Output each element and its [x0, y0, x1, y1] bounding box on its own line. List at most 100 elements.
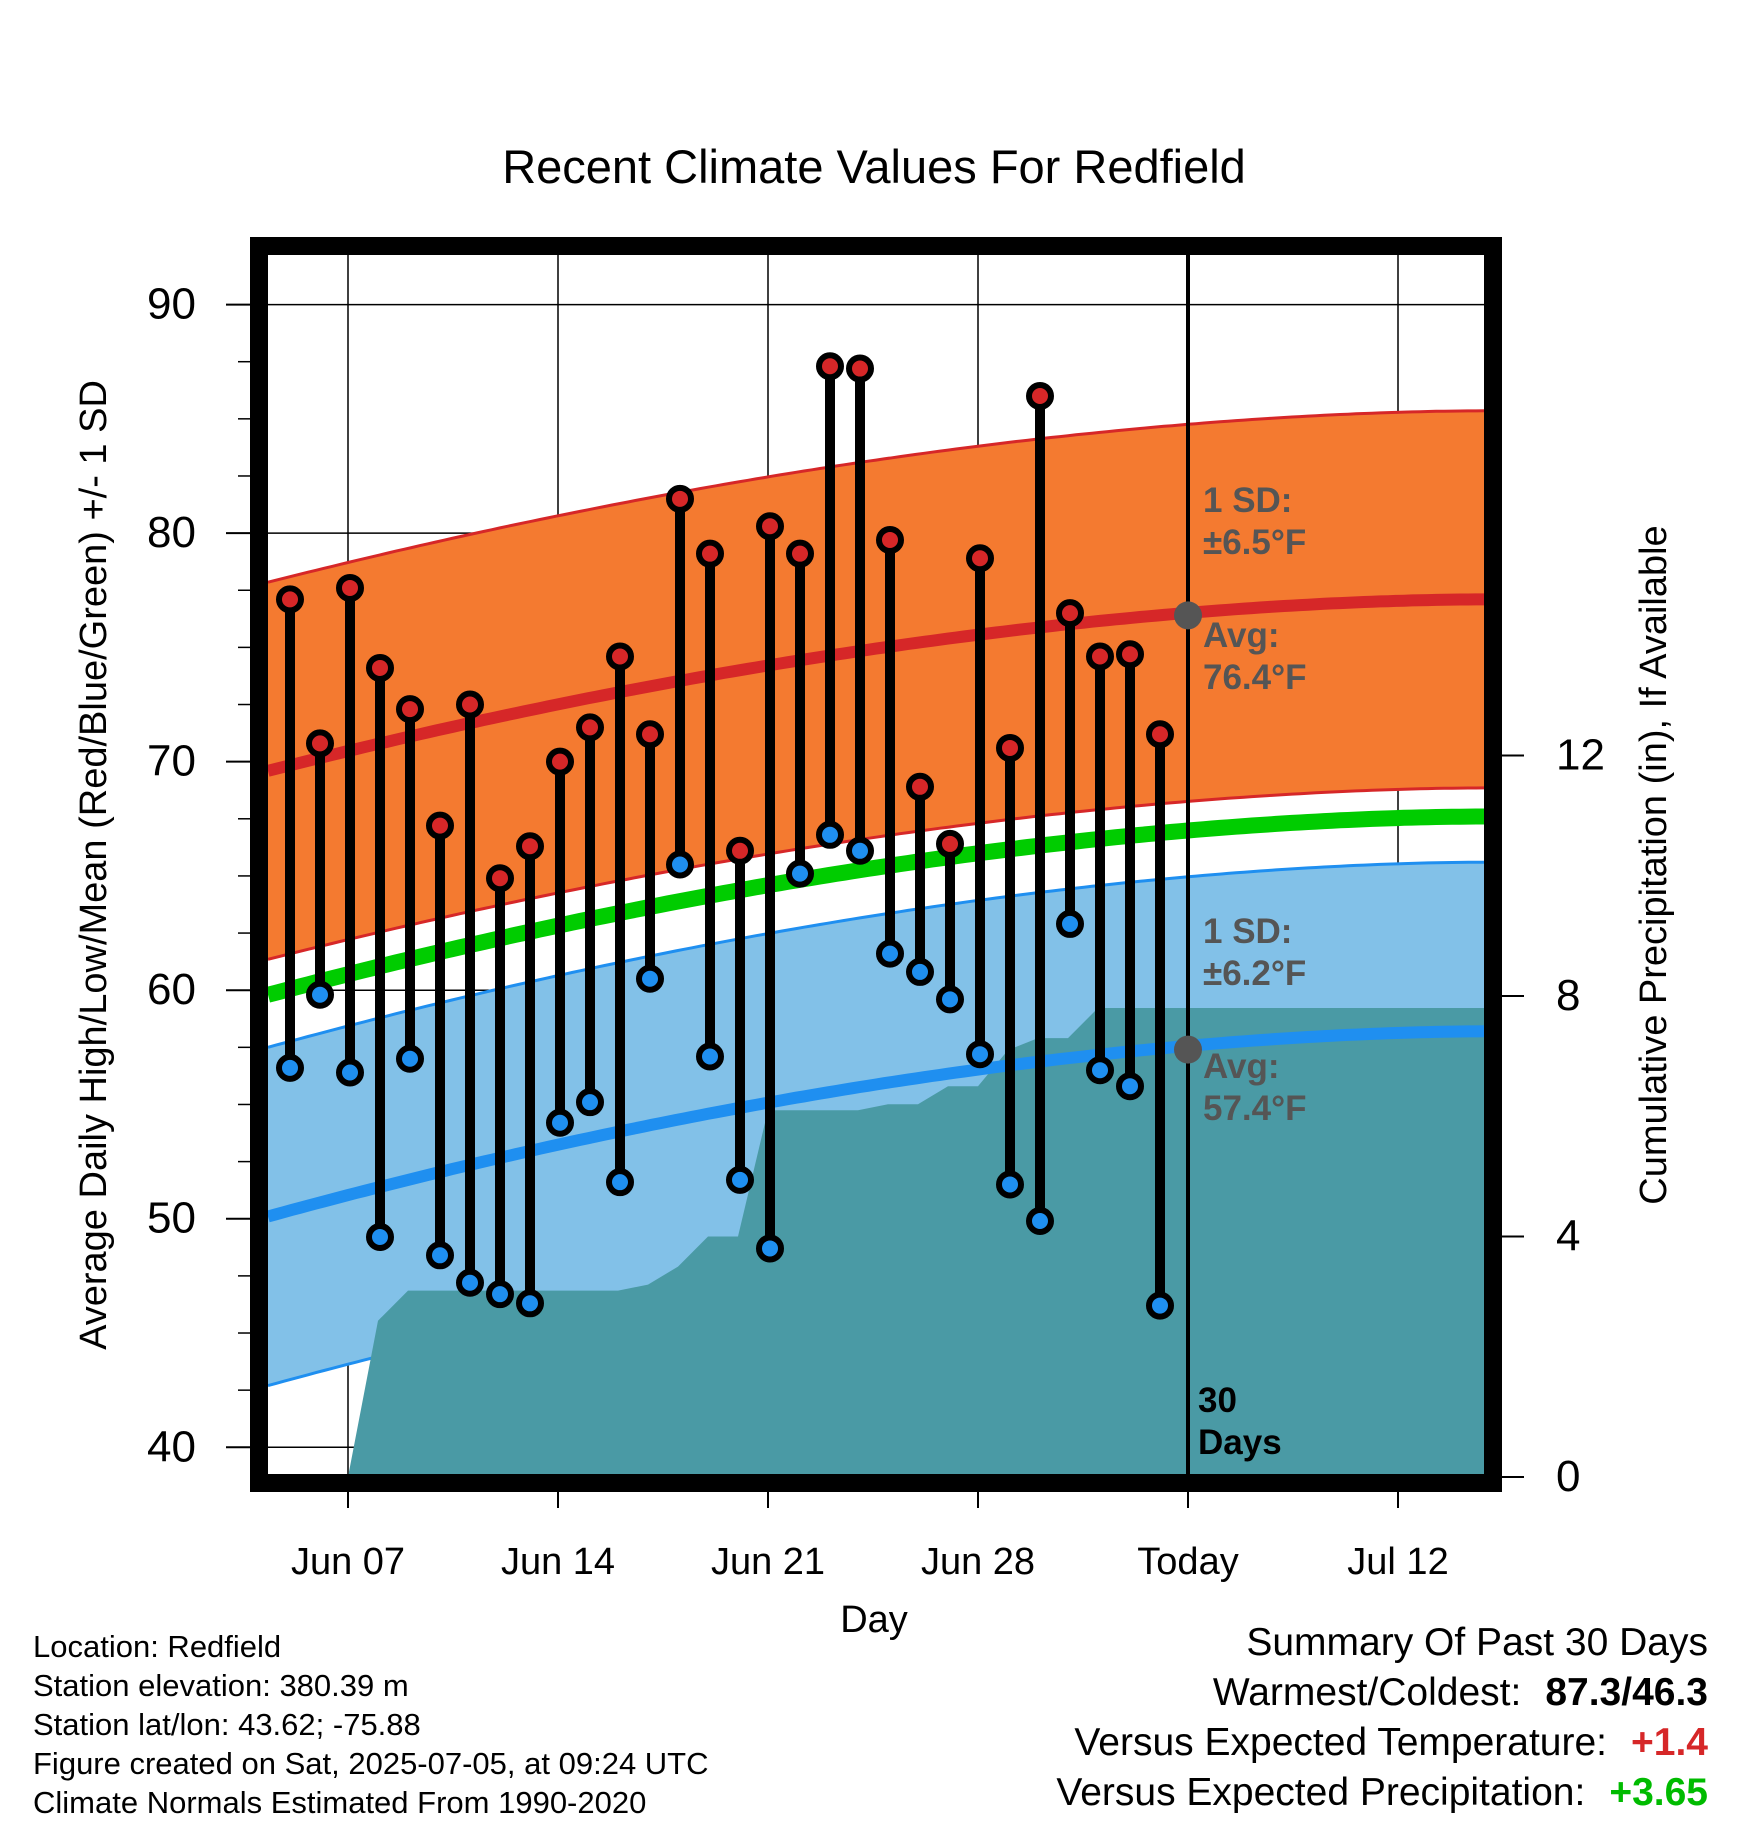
- low-sd-label-line: 1 SD:: [1203, 912, 1292, 951]
- low-point: [1056, 909, 1084, 938]
- low-point: [1146, 1291, 1174, 1320]
- low-point: [666, 850, 694, 879]
- high-point: [1056, 599, 1084, 628]
- low-avg-dot: [1174, 1035, 1202, 1064]
- low-point: [996, 1170, 1024, 1199]
- period-label-line: Days: [1198, 1423, 1282, 1462]
- high-sd-label: 1 SD: ±6.5°F: [1203, 481, 1306, 562]
- low-point: [546, 1108, 574, 1137]
- y-axis-label-left: Average Daily High/Low/Mean (Red/Blue/Gr…: [73, 380, 115, 1350]
- low-point: [846, 836, 874, 865]
- low-point: [876, 939, 904, 968]
- high-point: [966, 544, 994, 573]
- plot-frame: [250, 237, 1502, 1492]
- low-point: [336, 1058, 364, 1087]
- temp-value: +1.4: [1631, 1721, 1708, 1764]
- high-point: [666, 484, 694, 513]
- elevation-text: Station elevation: 380.39 m: [33, 1668, 409, 1703]
- low-point: [756, 1234, 784, 1263]
- high-sd-label-line: 1 SD:: [1203, 481, 1292, 520]
- high-avg-label-line: 76.4°F: [1203, 658, 1307, 697]
- low-point: [366, 1223, 394, 1252]
- high-point: [426, 811, 454, 840]
- high-point: [1026, 381, 1054, 410]
- low-point: [936, 985, 964, 1014]
- high-point: [606, 642, 634, 671]
- y-axis-label-right: Cumulative Precipitation (in), If Availa…: [1633, 525, 1675, 1204]
- summary-panel: Summary Of Past 30 Days Warmest/Coldest:…: [1056, 1618, 1708, 1818]
- low-point: [906, 957, 934, 986]
- low-point: [516, 1289, 544, 1318]
- x-tick-label: Jun 28: [921, 1541, 1035, 1583]
- period-label: 30 Days: [1198, 1381, 1282, 1462]
- precip-area: [265, 1008, 1484, 1477]
- low-point: [456, 1268, 484, 1297]
- low-avg-label-line: Avg:: [1203, 1047, 1279, 1086]
- y-tick-label: 50: [147, 1194, 196, 1243]
- x-tick-label: Jul 12: [1347, 1541, 1448, 1583]
- high-sd-label-line: ±6.5°F: [1203, 523, 1306, 562]
- high-point: [816, 352, 844, 381]
- y-right-tick-label: 4: [1556, 1212, 1580, 1261]
- normals-text: Climate Normals Estimated From 1990-2020: [33, 1785, 647, 1820]
- high-point: [726, 836, 754, 865]
- summary-precip: Versus Expected Precipitation: +3.65: [1056, 1768, 1708, 1818]
- low-point: [306, 980, 334, 1009]
- high-point: [1116, 640, 1144, 669]
- high-point: [996, 733, 1024, 762]
- high-sd-band: [268, 410, 1484, 960]
- low-point: [816, 820, 844, 849]
- summary-title: Summary Of Past 30 Days: [1246, 1621, 1708, 1664]
- chart-title: Recent Climate Values For Redfield: [502, 140, 1246, 193]
- low-point: [576, 1088, 604, 1117]
- y-right-tick-label: 8: [1556, 971, 1580, 1020]
- high-point: [516, 832, 544, 861]
- high-point: [336, 573, 364, 602]
- high-point: [756, 512, 784, 541]
- high-avg-label: Avg: 76.4°F: [1203, 616, 1307, 697]
- precip-label: Versus Expected Precipitation:: [1056, 1771, 1586, 1814]
- low-point: [486, 1280, 514, 1309]
- high-point: [576, 713, 604, 742]
- y-right-tick-label: 12: [1556, 731, 1605, 780]
- high-avg-dot: [1174, 601, 1202, 630]
- high-point: [1086, 642, 1114, 671]
- y-tick-label: 70: [147, 737, 196, 786]
- high-point: [1146, 720, 1174, 749]
- low-avg-label: Avg: 57.4°F: [1203, 1047, 1307, 1128]
- x-axis-label: Day: [840, 1599, 908, 1641]
- low-point: [396, 1044, 424, 1073]
- low-avg-label-line: 57.4°F: [1203, 1089, 1307, 1128]
- location-text: Location: Redfield: [33, 1629, 282, 1664]
- x-tick-label: Jun 21: [711, 1541, 825, 1583]
- temp-label: Versus Expected Temperature:: [1074, 1721, 1607, 1764]
- warm-cold-value: 87.3/46.3: [1545, 1671, 1708, 1714]
- x-tick-label: Jun 07: [291, 1541, 405, 1583]
- low-point: [966, 1040, 994, 1069]
- high-point: [846, 354, 874, 383]
- x-tick-label: Today: [1137, 1541, 1238, 1583]
- high-point: [486, 864, 514, 893]
- period-label-line: 30: [1198, 1381, 1237, 1420]
- summary-temp: Versus Expected Temperature: +1.4: [1056, 1718, 1708, 1768]
- latlon-text: Station lat/lon: 43.62; -75.88: [33, 1707, 421, 1742]
- high-point: [306, 729, 334, 758]
- low-point: [1116, 1072, 1144, 1101]
- precip-value: +3.65: [1609, 1771, 1708, 1814]
- high-point: [696, 539, 724, 568]
- high-point: [396, 695, 424, 724]
- high-point: [546, 747, 574, 776]
- high-point: [786, 539, 814, 568]
- low-point: [1086, 1056, 1114, 1085]
- y-tick-label: 60: [147, 965, 196, 1014]
- high-band-upper-edge: [267, 409, 1485, 584]
- high-point: [906, 772, 934, 801]
- y-tick-label: 90: [147, 280, 196, 329]
- x-tick-label: Jun 14: [501, 1541, 615, 1583]
- high-point: [636, 720, 664, 749]
- created-text: Figure created on Sat, 2025-07-05, at 09…: [33, 1746, 709, 1781]
- low-sd-label-line: ±6.2°F: [1203, 954, 1306, 993]
- low-point: [696, 1042, 724, 1071]
- high-point: [876, 525, 904, 554]
